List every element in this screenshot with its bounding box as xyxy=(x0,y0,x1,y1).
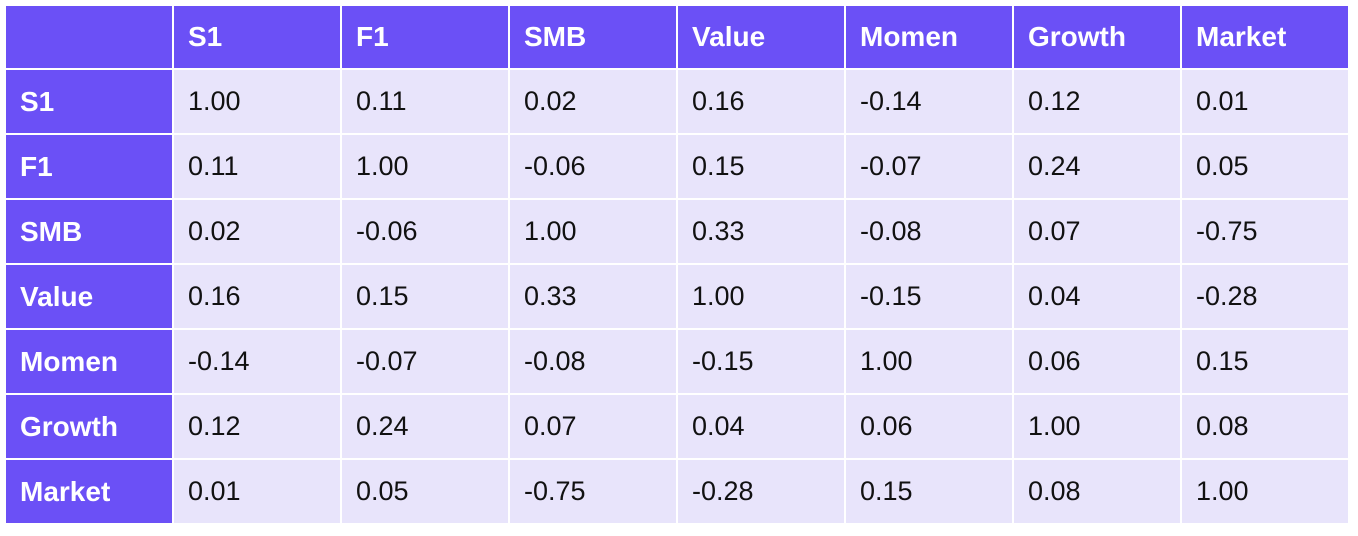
column-header: Market xyxy=(1182,6,1348,68)
table-cell: 0.16 xyxy=(678,70,844,133)
row-header: Value xyxy=(6,265,172,328)
table-cell: 1.00 xyxy=(510,200,676,263)
column-header: Momen xyxy=(846,6,1012,68)
table-cell: -0.07 xyxy=(342,330,508,393)
table-cell: 0.08 xyxy=(1182,395,1348,458)
table-cell: -0.08 xyxy=(846,200,1012,263)
row-header: S1 xyxy=(6,70,172,133)
table-cell: 0.01 xyxy=(1182,70,1348,133)
table-cell: -0.06 xyxy=(510,135,676,198)
table-cell: 1.00 xyxy=(342,135,508,198)
table-cell: 0.02 xyxy=(174,200,340,263)
table-cell: 0.04 xyxy=(1014,265,1180,328)
table-cell: 0.15 xyxy=(1182,330,1348,393)
table-cell: -0.07 xyxy=(846,135,1012,198)
table-cell: 0.08 xyxy=(1014,460,1180,523)
table-cell: 0.24 xyxy=(1014,135,1180,198)
column-header: Growth xyxy=(1014,6,1180,68)
table-cell: 0.05 xyxy=(1182,135,1348,198)
column-header: SMB xyxy=(510,6,676,68)
table-cell: -0.14 xyxy=(174,330,340,393)
table-cell: 0.01 xyxy=(174,460,340,523)
table-row: F1 0.11 1.00 -0.06 0.15 -0.07 0.24 0.05 xyxy=(6,135,1348,198)
table-cell: 1.00 xyxy=(1182,460,1348,523)
table-cell: 0.07 xyxy=(1014,200,1180,263)
header-row: S1 F1 SMB Value Momen Growth Market xyxy=(6,6,1348,68)
table-cell: 0.33 xyxy=(510,265,676,328)
row-header: SMB xyxy=(6,200,172,263)
table-cell: 1.00 xyxy=(678,265,844,328)
row-header: Growth xyxy=(6,395,172,458)
table-cell: -0.08 xyxy=(510,330,676,393)
corner-cell xyxy=(6,6,172,68)
row-header: F1 xyxy=(6,135,172,198)
table-cell: 0.15 xyxy=(342,265,508,328)
table-row: Market 0.01 0.05 -0.75 -0.28 0.15 0.08 1.00 xyxy=(6,460,1348,523)
column-header: F1 xyxy=(342,6,508,68)
row-header: Market xyxy=(6,460,172,523)
table-cell: 0.07 xyxy=(510,395,676,458)
table-cell: -0.28 xyxy=(678,460,844,523)
table-cell: -0.06 xyxy=(342,200,508,263)
table-cell: 1.00 xyxy=(1014,395,1180,458)
table-cell: 0.12 xyxy=(174,395,340,458)
row-header: Momen xyxy=(6,330,172,393)
table-cell: 0.16 xyxy=(174,265,340,328)
table-cell: -0.75 xyxy=(1182,200,1348,263)
table-cell: 0.15 xyxy=(678,135,844,198)
table-cell: 0.02 xyxy=(510,70,676,133)
table-row: SMB 0.02 -0.06 1.00 0.33 -0.08 0.07 -0.75 xyxy=(6,200,1348,263)
table-cell: -0.15 xyxy=(846,265,1012,328)
table-row: S1 1.00 0.11 0.02 0.16 -0.14 0.12 0.01 xyxy=(6,70,1348,133)
table-cell: 0.24 xyxy=(342,395,508,458)
table-cell: -0.15 xyxy=(678,330,844,393)
table-cell: 0.15 xyxy=(846,460,1012,523)
table-cell: 1.00 xyxy=(174,70,340,133)
table-row: Value 0.16 0.15 0.33 1.00 -0.15 0.04 -0.28 xyxy=(6,265,1348,328)
table-row: Growth 0.12 0.24 0.07 0.04 0.06 1.00 0.08 xyxy=(6,395,1348,458)
table-cell: 0.05 xyxy=(342,460,508,523)
table-cell: -0.75 xyxy=(510,460,676,523)
table-cell: 0.06 xyxy=(846,395,1012,458)
column-header: Value xyxy=(678,6,844,68)
table-cell: 1.00 xyxy=(846,330,1012,393)
table-cell: -0.14 xyxy=(846,70,1012,133)
table-cell: 0.11 xyxy=(174,135,340,198)
table-cell: 0.12 xyxy=(1014,70,1180,133)
correlation-table: S1 F1 SMB Value Momen Growth Market S1 1.00 0.11… xyxy=(4,4,1350,525)
table-cell: 0.06 xyxy=(1014,330,1180,393)
table-cell: 0.04 xyxy=(678,395,844,458)
table-cell: 0.33 xyxy=(678,200,844,263)
table-row: Momen -0.14 -0.07 -0.08 -0.15 1.00 0.06 0.15 xyxy=(6,330,1348,393)
column-header: S1 xyxy=(174,6,340,68)
table-cell: -0.28 xyxy=(1182,265,1348,328)
table-cell: 0.11 xyxy=(342,70,508,133)
